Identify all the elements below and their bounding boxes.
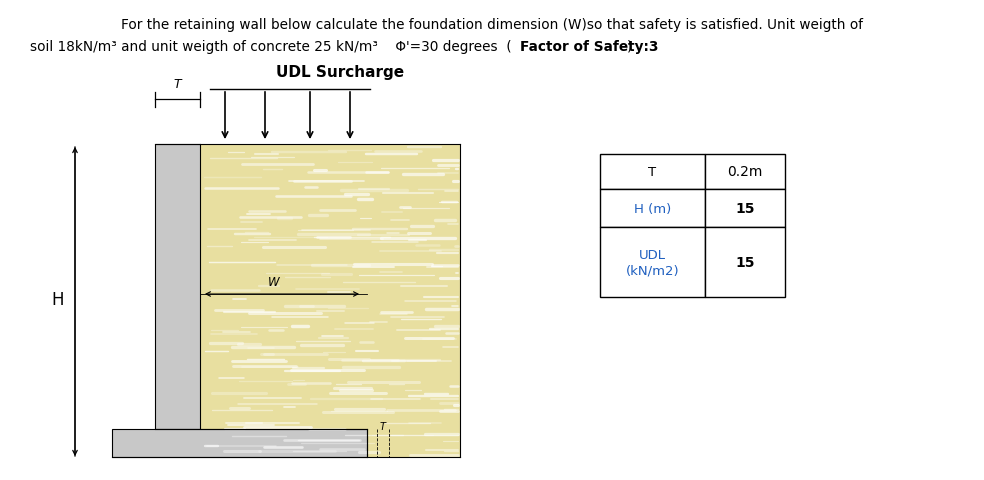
- Text: H (m): H (m): [634, 202, 671, 215]
- Text: UDL
(kN/m2): UDL (kN/m2): [626, 249, 679, 276]
- Bar: [705, 155, 785, 190]
- Text: T: T: [174, 78, 181, 91]
- Bar: [367, 144, 460, 457]
- Bar: [705, 228, 785, 298]
- Text: ): ): [627, 40, 633, 54]
- Text: W: W: [268, 276, 279, 288]
- Text: T: T: [648, 166, 656, 179]
- Bar: [705, 190, 785, 228]
- Text: T: T: [380, 421, 386, 431]
- Text: Factor of Safety:3: Factor of Safety:3: [520, 40, 658, 54]
- Bar: [600, 228, 705, 298]
- Text: 0.2m: 0.2m: [727, 165, 763, 179]
- Bar: [155, 144, 200, 429]
- Bar: [600, 155, 705, 190]
- Text: UDL Surcharge: UDL Surcharge: [276, 65, 404, 80]
- Text: For the retaining wall below calculate the foundation dimension (W)so that safet: For the retaining wall below calculate t…: [121, 18, 863, 32]
- Text: 15: 15: [735, 202, 755, 216]
- Text: H: H: [52, 290, 64, 308]
- Bar: [600, 190, 705, 228]
- Text: 15: 15: [735, 255, 755, 269]
- Text: soil 18kN/m³ and unit weigth of concrete 25 kN/m³    Φ'=30 degrees  (: soil 18kN/m³ and unit weigth of concrete…: [30, 40, 512, 54]
- Bar: [200, 144, 460, 429]
- Bar: [112, 429, 367, 457]
